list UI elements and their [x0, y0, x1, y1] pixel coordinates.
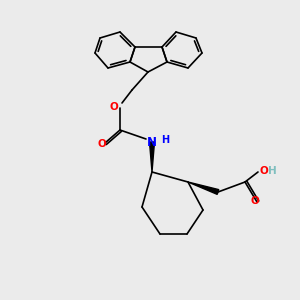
Text: O: O [260, 166, 269, 176]
Text: N: N [147, 136, 157, 148]
Text: O: O [98, 139, 106, 149]
Polygon shape [149, 142, 154, 172]
Text: O: O [250, 196, 260, 206]
Text: H: H [268, 166, 277, 176]
Text: H: H [161, 135, 169, 145]
Text: O: O [110, 102, 118, 112]
Polygon shape [188, 182, 219, 194]
